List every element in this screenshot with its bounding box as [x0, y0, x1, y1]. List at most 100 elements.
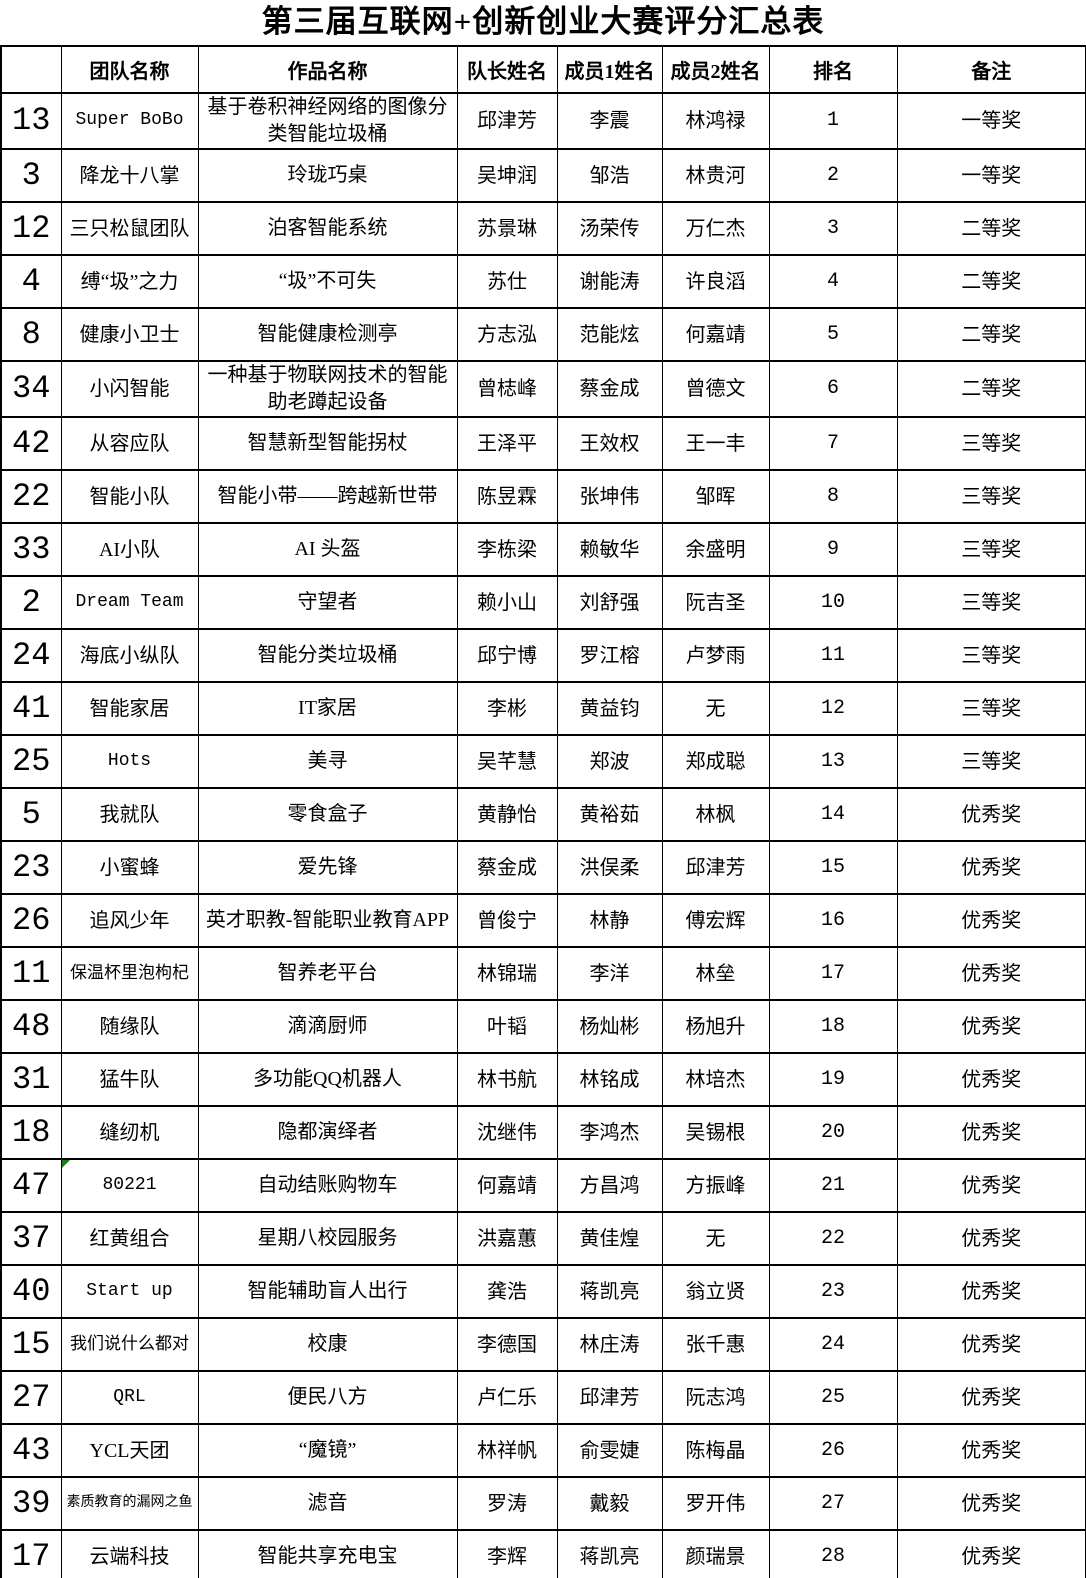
cell-rank: 22 [768, 1211, 898, 1266]
cell-captain-name: 罗涛 [456, 1476, 558, 1531]
cell-member2-name: 无 [661, 681, 770, 736]
cell-work-name: 滴滴厨师 [197, 999, 458, 1054]
cell-captain-name: 黄静怡 [456, 787, 558, 842]
error-indicator-triangle [62, 1161, 70, 1168]
cell-award: 优秀奖 [896, 840, 1086, 895]
cell-member2-name: 无 [661, 1211, 770, 1266]
cell-work-name: 英才职教-智能职业教育APP [197, 893, 458, 948]
cell-captain-name: 李德国 [456, 1317, 558, 1372]
cell-work-name: 泊客智能系统 [197, 201, 458, 256]
cell-rank: 16 [768, 893, 898, 948]
cell-member1-name: 俞雯婕 [556, 1423, 663, 1478]
cell-work-name: 一种基于物联网技术的智能助老蹲起设备 [197, 360, 458, 418]
cell-work-name: 爱先锋 [197, 840, 458, 895]
cell-work-name: 智能小带——跨越新世带 [197, 469, 458, 524]
cell-captain-name: 李栋梁 [456, 522, 558, 577]
table-row: 43 YCL天团 “魔镜” 林祥帆 俞雯婕 陈梅晶 26 优秀奖 [0, 1423, 1086, 1478]
cell-team-name: 缚“圾”之力 [60, 254, 199, 309]
cell-member1-name: 邹浩 [556, 148, 663, 203]
cell-rank: 27 [768, 1476, 898, 1531]
cell-award: 三等奖 [896, 469, 1086, 524]
table-row: 25 Hots 美寻 吴芊慧 郑波 郑成聪 13 三等奖 [0, 734, 1086, 789]
cell-member2-name: 阮吉圣 [661, 575, 770, 630]
cell-team-name: 80221 [60, 1158, 199, 1213]
cell-team-name: 降龙十八掌 [60, 148, 199, 203]
cell-team-name: 云端科技 [60, 1529, 199, 1578]
cell-team-no: 8 [0, 307, 62, 362]
cell-team-name: Hots [60, 734, 199, 789]
cell-member1-name: 林庄涛 [556, 1317, 663, 1372]
cell-award: 优秀奖 [896, 1423, 1086, 1478]
cell-rank: 25 [768, 1370, 898, 1425]
cell-award: 二等奖 [896, 360, 1086, 418]
cell-rank: 20 [768, 1105, 898, 1160]
cell-award: 一等奖 [896, 92, 1086, 150]
column-header-rank: 排名 [768, 45, 898, 94]
cell-award: 优秀奖 [896, 1317, 1086, 1372]
cell-team-name: Start up [60, 1264, 199, 1319]
cell-team-name: 海底小纵队 [60, 628, 199, 683]
cell-member2-name: 颜瑞景 [661, 1529, 770, 1578]
cell-captain-name: 邱宁博 [456, 628, 558, 683]
table-row: 33 AI小队 AI 头盔 李栋梁 赖敏华 余盛明 9 三等奖 [0, 522, 1086, 577]
cell-member1-name: 李震 [556, 92, 663, 150]
cell-captain-name: 曾梽峰 [456, 360, 558, 418]
cell-member2-name: 余盛明 [661, 522, 770, 577]
cell-rank: 28 [768, 1529, 898, 1578]
cell-captain-name: 苏仕 [456, 254, 558, 309]
cell-team-name: 健康小卫士 [60, 307, 199, 362]
cell-award: 优秀奖 [896, 1211, 1086, 1266]
table-row: 48 随缘队 滴滴厨师 叶韬 杨灿彬 杨旭升 18 优秀奖 [0, 999, 1086, 1054]
cell-member1-name: 谢能涛 [556, 254, 663, 309]
table-row: 24 海底小纵队 智能分类垃圾桶 邱宁博 罗江榕 卢梦雨 11 三等奖 [0, 628, 1086, 683]
table-row: 15 我们说什么都对 校康 李德国 林庄涛 张千惠 24 优秀奖 [0, 1317, 1086, 1372]
cell-member2-name: 林枫 [661, 787, 770, 842]
cell-work-name: 智能健康检测亭 [197, 307, 458, 362]
cell-award: 二等奖 [896, 307, 1086, 362]
table-row: 42 从容应队 智慧新型智能拐杖 王泽平 王效权 王一丰 7 三等奖 [0, 416, 1086, 471]
cell-member2-name: 陈梅晶 [661, 1423, 770, 1478]
cell-team-no: 4 [0, 254, 62, 309]
cell-team-no: 11 [0, 946, 62, 1001]
column-header-member2-name: 成员2姓名 [661, 45, 770, 94]
table-row: 26 追风少年 英才职教-智能职业教育APP 曾俊宁 林静 傅宏辉 16 优秀奖 [0, 893, 1086, 948]
table-row: 34 小闪智能 一种基于物联网技术的智能助老蹲起设备 曾梽峰 蔡金成 曾德文 6 二等奖 [0, 360, 1086, 418]
cell-work-name: IT家居 [197, 681, 458, 736]
table-row: 13 Super BoBo 基于卷积神经网络的图像分类智能垃圾桶 邱津芳 李震 林鸿禄 1 一… [0, 92, 1086, 150]
cell-captain-name: 方志泓 [456, 307, 558, 362]
cell-member2-name: 邹晖 [661, 469, 770, 524]
cell-team-name: 智能小队 [60, 469, 199, 524]
cell-rank: 15 [768, 840, 898, 895]
cell-member1-name: 洪俣柔 [556, 840, 663, 895]
cell-team-no: 15 [0, 1317, 62, 1372]
cell-member2-name: 翁立贤 [661, 1264, 770, 1319]
cell-rank: 21 [768, 1158, 898, 1213]
cell-team-name: YCL天团 [60, 1423, 199, 1478]
cell-member2-name: 郑成聪 [661, 734, 770, 789]
cell-member1-name: 李鸿杰 [556, 1105, 663, 1160]
column-header-corner [0, 45, 62, 94]
cell-member2-name: 傅宏辉 [661, 893, 770, 948]
cell-member1-name: 赖敏华 [556, 522, 663, 577]
table-row: 3 降龙十八掌 玲珑巧桌 吴坤润 邹浩 林贵河 2 一等奖 [0, 148, 1086, 203]
cell-work-name: “圾”不可失 [197, 254, 458, 309]
cell-award: 一等奖 [896, 148, 1086, 203]
cell-captain-name: 李辉 [456, 1529, 558, 1578]
cell-award: 优秀奖 [896, 999, 1086, 1054]
score-table: 团队名称 作品名称 队长姓名 成员1姓名 成员2姓名 排名 备注 13 Super BoBo 基… [0, 45, 1086, 1578]
cell-captain-name: 苏景琳 [456, 201, 558, 256]
table-row: 22 智能小队 智能小带——跨越新世带 陈昱霖 张坤伟 邹晖 8 三等奖 [0, 469, 1086, 524]
cell-work-name: 自动结账购物车 [197, 1158, 458, 1213]
cell-member2-name: 吴锡根 [661, 1105, 770, 1160]
cell-rank: 5 [768, 307, 898, 362]
cell-member2-name: 阮志鸿 [661, 1370, 770, 1425]
cell-team-no: 13 [0, 92, 62, 150]
cell-captain-name: 沈继伟 [456, 1105, 558, 1160]
cell-team-no: 23 [0, 840, 62, 895]
cell-member2-name: 卢梦雨 [661, 628, 770, 683]
cell-work-name: 智能分类垃圾桶 [197, 628, 458, 683]
cell-member1-name: 蒋凯亮 [556, 1529, 663, 1578]
cell-award: 优秀奖 [896, 1264, 1086, 1319]
cell-team-name: 从容应队 [60, 416, 199, 471]
cell-team-name: Dream Team [60, 575, 199, 630]
